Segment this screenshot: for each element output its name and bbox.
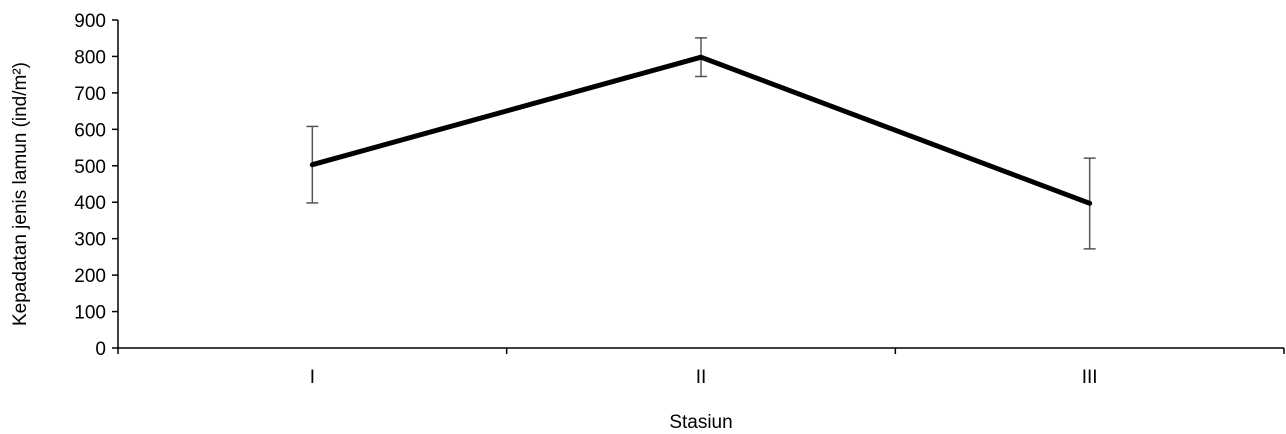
x-tick-label: I <box>310 367 315 388</box>
y-tick-label: 0 <box>95 339 106 360</box>
error-bars <box>306 37 1096 250</box>
x-tick-label: III <box>1082 367 1098 388</box>
y-tick-label: 600 <box>74 120 106 141</box>
y-tick-label: 100 <box>74 303 106 324</box>
y-tick-label: 900 <box>74 11 106 32</box>
y-tick-label: 300 <box>74 230 106 251</box>
y-axis-title: Kepadatan jenis lamun (ind/m²) <box>10 62 31 326</box>
y-tick-label: 800 <box>74 47 106 68</box>
x-axis-ticks: I II III <box>117 348 1285 388</box>
x-tick-label: II <box>696 367 707 388</box>
y-tick-label: 700 <box>74 84 106 105</box>
y-tick-label: 400 <box>74 193 106 214</box>
series-line <box>309 54 1093 206</box>
y-tick-label: 500 <box>74 157 106 178</box>
y-tick-label: 200 <box>74 266 106 287</box>
y-axis-ticks: 0 100 200 300 400 500 600 700 800 900 <box>74 11 118 360</box>
x-axis-title: Stasiun <box>669 412 732 433</box>
